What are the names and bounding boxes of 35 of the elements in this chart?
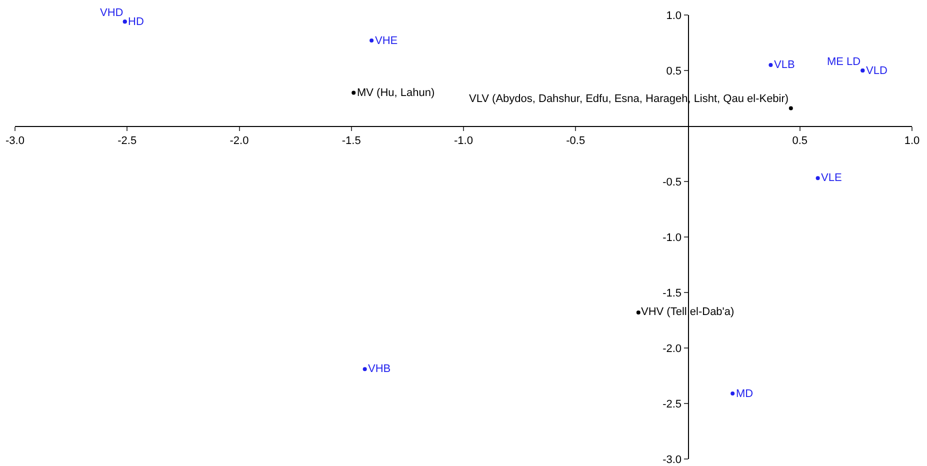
y-tick-label: 1.0 <box>666 10 682 22</box>
annotation: VHV (Tell el-Dab'a) <box>641 306 734 318</box>
point <box>768 62 773 67</box>
annotation: VLB <box>774 59 795 71</box>
y-tick-label: -0.5 <box>662 176 682 188</box>
annotation: VHD <box>100 7 124 19</box>
y-tick-label: -1.5 <box>662 287 682 300</box>
x-tick-label: 1.0 <box>904 135 920 148</box>
x-tick-label: -3.0 <box>6 135 24 148</box>
x-tick-label: -1.5 <box>342 135 361 148</box>
x-tick-label: -0.5 <box>566 135 586 148</box>
point <box>730 392 735 396</box>
annotation: ME LD <box>827 56 861 68</box>
annotation: VLD <box>866 65 888 77</box>
annotation: VLE <box>821 172 842 184</box>
point <box>370 38 374 43</box>
y-tick-label: -2.5 <box>662 398 682 410</box>
x-tick-label: -2.5 <box>118 135 137 148</box>
point <box>352 90 356 95</box>
annotation: MD <box>736 388 754 400</box>
x-tick-label: -2.0 <box>230 135 249 148</box>
point <box>362 367 367 372</box>
annotation: MV (Hu, Lahun) <box>357 87 435 99</box>
annotation: HD <box>128 16 144 28</box>
x-tick-label: -1.0 <box>454 135 473 148</box>
x-tick-label: 0.5 <box>792 135 808 148</box>
annotation: VHE <box>375 35 398 47</box>
y-tick-label: -2.0 <box>662 342 682 355</box>
y-tick-label: -3.0 <box>662 454 682 466</box>
point <box>816 176 820 180</box>
annotation: VHB <box>368 363 391 375</box>
y-tick-label: -1.0 <box>662 232 682 244</box>
y-tick-label: 0.5 <box>666 65 682 78</box>
point <box>636 310 640 314</box>
point <box>788 106 793 110</box>
